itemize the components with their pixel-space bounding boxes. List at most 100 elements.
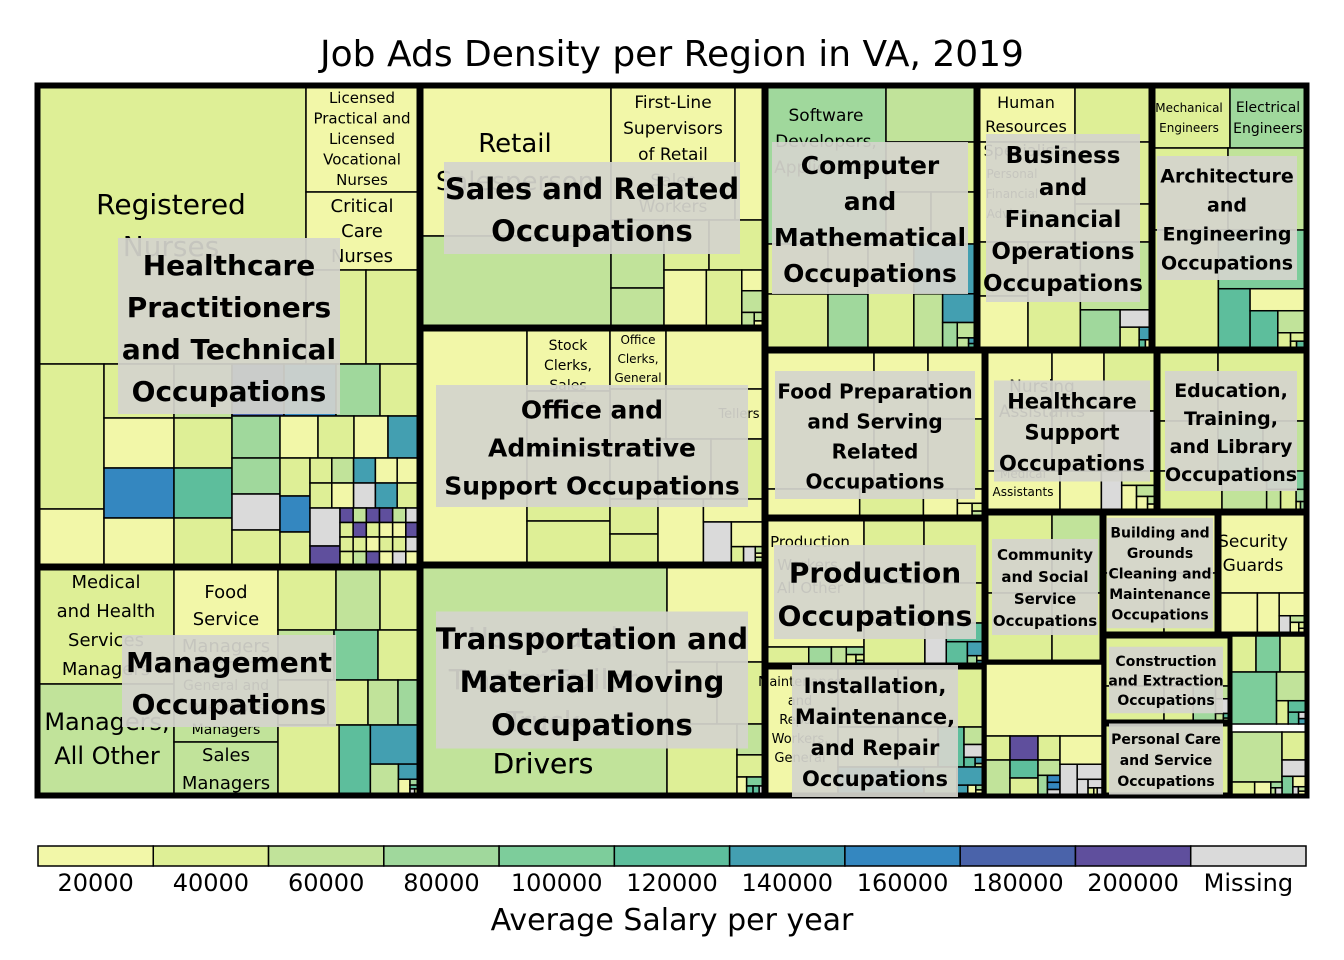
leaf: [941, 321, 959, 350]
leaf: [331, 482, 355, 509]
leaf-lpn: [305, 85, 420, 193]
leaf: [231, 415, 281, 459]
group-label-background: [772, 142, 968, 294]
leaf: [945, 640, 969, 666]
leaf: [1275, 699, 1289, 725]
group-label: Administrative: [488, 434, 696, 463]
group-label: and Library: [1170, 436, 1293, 458]
leaf: [963, 743, 985, 759]
leaf: [1292, 775, 1307, 788]
leaf: [339, 507, 354, 524]
leaf: [985, 663, 1103, 737]
leaf-label: Engineers: [1159, 121, 1219, 135]
leaf: [1217, 287, 1251, 350]
leaf-label: Supervisors: [623, 119, 723, 139]
leaf: [1218, 592, 1259, 635]
group-label: Architecture: [1160, 166, 1293, 188]
leaf-label: Nurses: [336, 171, 388, 189]
group-label: Building and: [1110, 526, 1209, 542]
leaf: [855, 653, 865, 662]
group-label: Support: [1025, 421, 1120, 445]
leaf: [1278, 614, 1291, 635]
leaf: [1279, 488, 1297, 512]
leaf: [1059, 735, 1103, 765]
leaf: [941, 293, 977, 324]
group-label-background: [1107, 517, 1213, 629]
leaf: [526, 520, 611, 565]
group-label: Construction: [1115, 654, 1216, 670]
leaf-label: Software: [789, 106, 864, 126]
colorbar-swatch: [613, 845, 731, 867]
leaf-label: Vocational: [323, 151, 401, 169]
leaf: [365, 269, 420, 365]
colorbar-tick-label: 60000: [288, 869, 364, 897]
leaf: [391, 521, 407, 538]
leaf: [913, 293, 944, 350]
colorbar-tick-label: 160000: [857, 869, 949, 897]
group-label: Occupations: [783, 259, 957, 288]
leaf: [333, 629, 379, 681]
leaf-label: Managers: [182, 773, 270, 794]
leaf-label: General: [614, 371, 661, 385]
leaf: [705, 269, 743, 328]
leaf: [37, 363, 105, 510]
group-label: Material Moving: [460, 665, 725, 699]
leaf-electrical-engineers: [1229, 85, 1307, 149]
leaf: [387, 415, 420, 459]
colorbar: 20000 40000 60000 80000 100000 120000 140000 16…: [37, 845, 1307, 897]
colorbar-tick-label: Missing: [1204, 869, 1294, 897]
colorbar-tick-label: 80000: [403, 869, 479, 897]
group-label: Cleaning and: [1108, 567, 1211, 583]
group-label: Personal Care: [1111, 732, 1221, 748]
leaf-label: Nurses: [331, 246, 393, 267]
group-label: Maintenance,: [795, 705, 955, 729]
group-label: Mathematical: [774, 223, 966, 252]
leaf-label: Office: [620, 333, 655, 347]
leaf: [1277, 309, 1307, 334]
leaf: [277, 724, 340, 796]
group-label: Management: [126, 646, 332, 679]
leaf: [1229, 635, 1257, 673]
leaf: [1287, 699, 1307, 713]
leaf: [1119, 309, 1152, 328]
colorbar-swatch: [152, 845, 270, 867]
leaf: [1076, 763, 1103, 781]
group-label: Computer: [801, 151, 940, 180]
group-label: Engineering: [1163, 224, 1292, 246]
group-label-background: [1165, 371, 1297, 491]
leaf: [335, 363, 381, 417]
leaf: [352, 482, 377, 509]
colorbar-tick-label: 180000: [972, 869, 1064, 897]
leaf: [1255, 635, 1281, 673]
leaf: [1229, 671, 1278, 725]
leaf: [339, 536, 354, 553]
leaf: [1256, 592, 1280, 635]
leaf: [1037, 759, 1061, 777]
leaf: [173, 417, 233, 469]
leaf: [379, 567, 420, 631]
colorbar-tick-label: 40000: [173, 869, 249, 897]
leaf: [352, 457, 377, 484]
leaf: [377, 629, 420, 681]
leaf: [1270, 781, 1283, 789]
leaf-label: Resources: [985, 117, 1067, 136]
leaf: [1249, 309, 1279, 350]
leaf: [231, 493, 281, 531]
leaf: [279, 531, 311, 567]
leaf-label: Mechanical: [1155, 101, 1223, 115]
leaf-label: Drivers: [493, 747, 594, 780]
leaf-label: Medical: [72, 572, 141, 593]
leaf: [1119, 326, 1140, 350]
group-label-background: [775, 371, 975, 499]
leaf: [1037, 774, 1049, 796]
colorbar-tick-label: 120000: [626, 869, 718, 897]
leaf: [765, 646, 810, 666]
group-label: Related: [832, 439, 919, 463]
leaf: [378, 521, 394, 538]
treemap-group-labels: Healthcare Practitioners and Technical Occu…: [118, 134, 1297, 797]
leaf: [231, 529, 281, 567]
group-label-background: [774, 545, 976, 639]
group-label-background: [1157, 156, 1297, 280]
leaf-label: Human: [997, 93, 1055, 112]
leaf: [1087, 778, 1103, 789]
